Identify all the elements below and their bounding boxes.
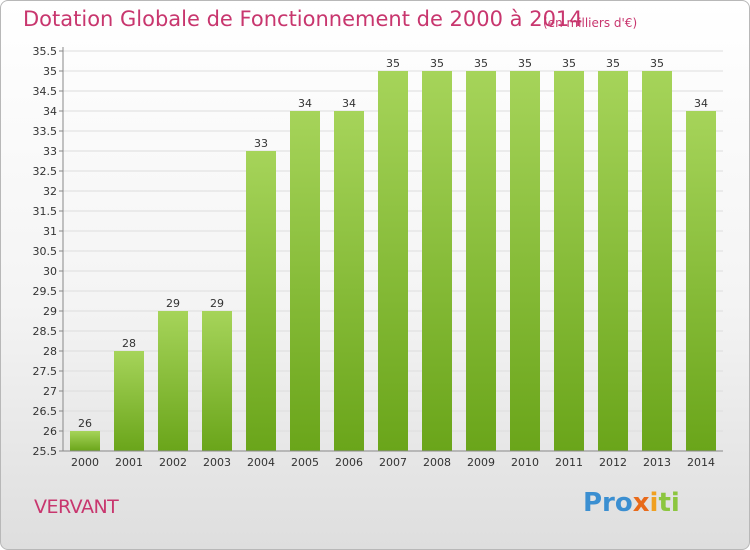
- chart-subtitle: (en milliers d'€): [543, 16, 638, 30]
- x-tick-label: 2010: [511, 456, 539, 469]
- x-tick-label: 2013: [643, 456, 671, 469]
- bar-value-label: 35: [386, 57, 400, 70]
- bar-value-label: 34: [694, 97, 708, 110]
- x-tick-label: 2006: [335, 456, 363, 469]
- y-tick-label: 28.5: [33, 325, 58, 338]
- bar-value-label: 26: [78, 417, 92, 430]
- bar-value-label: 33: [254, 137, 268, 150]
- bar: [378, 71, 408, 451]
- bar-value-label: 28: [122, 337, 136, 350]
- x-tick-label: 2001: [115, 456, 143, 469]
- y-tick-label: 26: [43, 425, 57, 438]
- x-axis-ticks: 2000 2001 2002 2003 2004 2005 2006 2007 2008 2009…: [71, 456, 715, 469]
- bar-value-label: 29: [210, 297, 224, 310]
- y-tick-label: 32: [43, 185, 57, 198]
- x-tick-label: 2004: [247, 456, 275, 469]
- y-tick-label: 27.5: [33, 365, 58, 378]
- bar-value-label: 35: [650, 57, 664, 70]
- y-tick-label: 29: [43, 305, 57, 318]
- y-tick-label: 35.5: [33, 45, 58, 58]
- commune-name: VERVANT: [34, 496, 119, 518]
- x-tick-label: 2003: [203, 456, 231, 469]
- bar: [466, 71, 496, 451]
- bar: [598, 71, 628, 451]
- bar-value-label: 35: [606, 57, 620, 70]
- bar-value-label: 35: [474, 57, 488, 70]
- bar: [114, 351, 144, 451]
- bar: [290, 111, 320, 451]
- bar: [158, 311, 188, 451]
- value-labels: 26 28 29 29 33 34 34 35 35 35 35 35 35 35 34: [78, 57, 708, 430]
- bars: [70, 71, 716, 451]
- y-tick-label: 31.5: [33, 205, 58, 218]
- x-tick-label: 2014: [687, 456, 715, 469]
- bar-value-label: 34: [298, 97, 312, 110]
- bar: [334, 111, 364, 451]
- y-tick-label: 34: [43, 105, 57, 118]
- bar-value-label: 34: [342, 97, 356, 110]
- y-tick-label: 34.5: [33, 85, 58, 98]
- y-tick-label: 27: [43, 385, 57, 398]
- y-tick-label: 30.5: [33, 245, 58, 258]
- y-axis-ticks: 25.5 26 26.5 27 27.5 28 28.5 29 29.5 30 30.5 31 31.5…: [33, 45, 63, 458]
- x-tick-label: 2000: [71, 456, 99, 469]
- bar-value-label: 29: [166, 297, 180, 310]
- bar-value-label: 35: [562, 57, 576, 70]
- bar-value-label: 35: [518, 57, 532, 70]
- y-tick-label: 33: [43, 145, 57, 158]
- bar: [422, 71, 452, 451]
- y-tick-label: 28: [43, 345, 57, 358]
- bar: [554, 71, 584, 451]
- x-tick-label: 2008: [423, 456, 451, 469]
- axes: [62, 47, 723, 452]
- proxiti-logo: Proxiti: [583, 488, 680, 518]
- y-tick-label: 29.5: [33, 285, 58, 298]
- y-tick-label: 33.5: [33, 125, 58, 138]
- y-tick-label: 31: [43, 225, 57, 238]
- y-tick-label: 30: [43, 265, 57, 278]
- x-tick-label: 2005: [291, 456, 319, 469]
- bar: [510, 71, 540, 451]
- x-tick-label: 2002: [159, 456, 187, 469]
- bar: [686, 111, 716, 451]
- bar: [202, 311, 232, 451]
- y-tick-label: 25.5: [33, 445, 58, 458]
- bar: [642, 71, 672, 451]
- x-tick-label: 2012: [599, 456, 627, 469]
- bar: [70, 431, 100, 451]
- chart-title: Dotation Globale de Fonctionnement de 20…: [23, 7, 583, 31]
- bar-value-label: 35: [430, 57, 444, 70]
- bar: [246, 151, 276, 451]
- y-tick-label: 32.5: [33, 165, 58, 178]
- x-tick-label: 2009: [467, 456, 495, 469]
- x-tick-label: 2007: [379, 456, 407, 469]
- y-tick-label: 26.5: [33, 405, 58, 418]
- y-tick-label: 35: [43, 65, 57, 78]
- x-tick-label: 2011: [555, 456, 583, 469]
